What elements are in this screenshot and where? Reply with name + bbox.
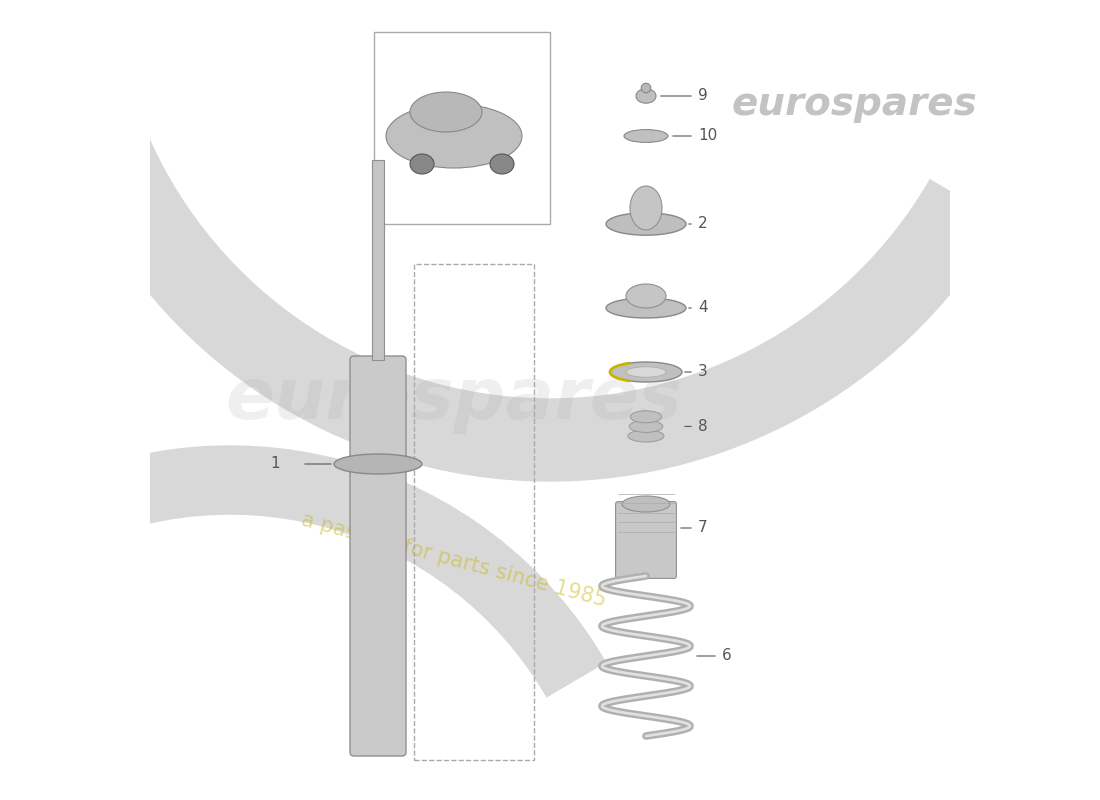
Text: 6: 6 [722, 649, 732, 663]
Ellipse shape [606, 298, 686, 318]
Text: eurospares: eurospares [226, 366, 682, 434]
Ellipse shape [630, 186, 662, 230]
Text: 3: 3 [698, 365, 707, 379]
Ellipse shape [630, 411, 661, 422]
Bar [414, 264, 534, 760]
Text: 4: 4 [698, 301, 707, 315]
Ellipse shape [490, 154, 514, 174]
Text: 10: 10 [698, 129, 717, 143]
Text: 9: 9 [698, 89, 707, 103]
Ellipse shape [641, 83, 651, 93]
Ellipse shape [626, 366, 666, 378]
Ellipse shape [628, 430, 664, 442]
Ellipse shape [410, 92, 482, 132]
Ellipse shape [636, 89, 656, 103]
Ellipse shape [386, 104, 522, 168]
Text: 7: 7 [698, 521, 707, 535]
Text: 8: 8 [698, 419, 707, 434]
FancyBboxPatch shape [350, 356, 406, 756]
Ellipse shape [334, 454, 422, 474]
Text: a passion for parts since 1985: a passion for parts since 1985 [299, 510, 608, 610]
Bar [372, 160, 384, 360]
Ellipse shape [624, 130, 668, 142]
Text: 1: 1 [270, 457, 279, 471]
Ellipse shape [410, 154, 435, 174]
Text: 2: 2 [698, 217, 707, 231]
Text: eurospares: eurospares [732, 85, 977, 123]
Bar [374, 32, 550, 224]
Ellipse shape [629, 421, 663, 432]
Ellipse shape [610, 362, 682, 382]
FancyBboxPatch shape [616, 502, 676, 578]
Ellipse shape [626, 284, 666, 308]
Ellipse shape [621, 496, 670, 512]
Ellipse shape [606, 213, 686, 235]
